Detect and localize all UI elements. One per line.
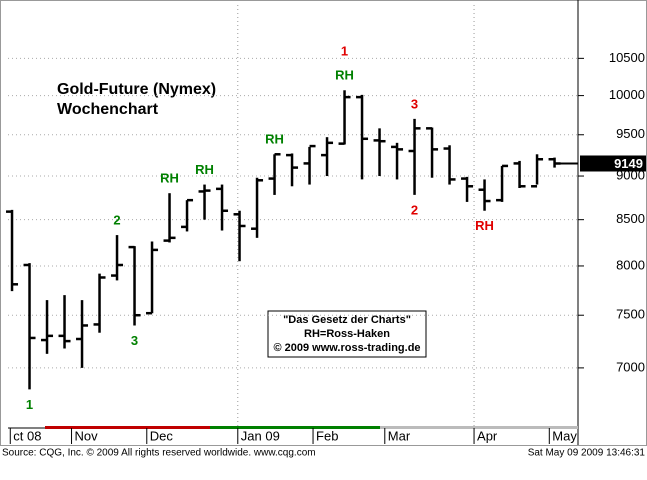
annotation: 1 (341, 44, 348, 59)
strip-red (45, 426, 210, 429)
x-tick-label: Nov (75, 428, 99, 443)
annotation: RH (195, 162, 214, 177)
y-tick-label: 8500 (616, 211, 645, 226)
annotation: RH (475, 218, 494, 233)
x-tick-label: Dec (150, 428, 174, 443)
y-tick-label: 7000 (616, 359, 645, 374)
timestamp: Sat May 09 2009 13:46:31 (528, 448, 646, 459)
frame (0, 0, 647, 446)
box-line: RH=Ross-Haken (304, 328, 390, 340)
annotation: RH (160, 171, 179, 186)
last-value-box (580, 155, 646, 172)
x-tick-label: May (552, 428, 577, 443)
x-tick-label: Feb (316, 428, 338, 443)
strip-green (210, 426, 380, 429)
chart-title: Gold-Future (Nymex) (57, 81, 216, 98)
annotation: 3 (411, 96, 418, 111)
y-tick-label: 8000 (616, 257, 645, 272)
y-tick-label: 10000 (609, 87, 645, 102)
annotation: RH (335, 68, 354, 83)
source: Source: CQG, Inc. © 2009 All rights rese… (2, 448, 316, 459)
x-tick-label: Mar (388, 428, 411, 443)
y-tick-label: 10500 (609, 50, 645, 65)
box-line: © 2009 www.ross-trading.de (273, 342, 420, 354)
annotation: 2 (411, 202, 418, 217)
strip-gray (380, 426, 578, 429)
annotation: 2 (113, 213, 120, 228)
annotation: RH (265, 132, 284, 147)
x-tick-label: ct 08 (13, 428, 41, 443)
y-tick-label: 9500 (616, 126, 645, 141)
annotation: 3 (131, 333, 138, 348)
chart-subtitle: Wochenchart (57, 101, 159, 118)
x-tick-label: Jan 09 (241, 428, 280, 443)
box-line: "Das Gesetz der Charts" (283, 314, 411, 326)
last-value-label: 9149 (614, 156, 643, 171)
info-box (267, 310, 427, 358)
y-tick-label: 7500 (616, 307, 645, 322)
x-tick-label: Apr (477, 428, 498, 443)
annotation: 1 (26, 397, 33, 412)
